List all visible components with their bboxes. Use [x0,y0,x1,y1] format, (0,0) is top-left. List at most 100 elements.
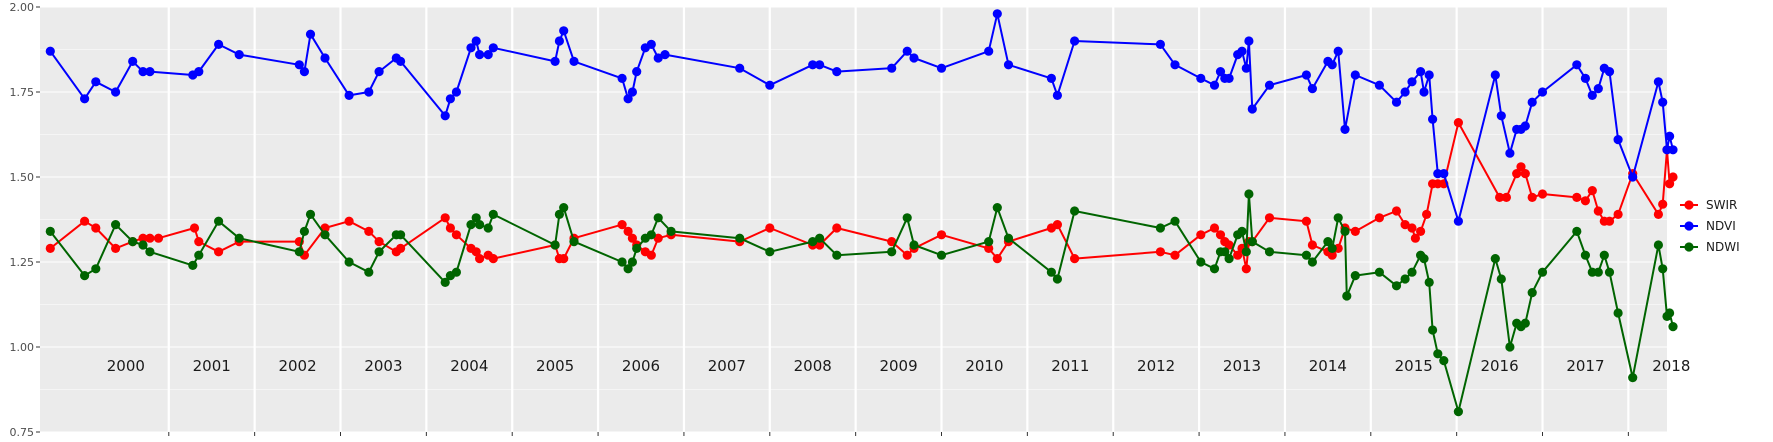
data-point-ndvi [1400,87,1410,97]
data-point-swir [1604,216,1615,226]
data-point-ndvi [451,87,461,97]
data-point-ndwi [554,209,565,219]
data-point-swir [471,247,481,257]
data-point-ndvi [1407,77,1417,87]
data-point-swir [1665,179,1675,189]
data-point-ndvi [440,111,450,121]
data-point-swir [1572,192,1582,202]
data-point-ndvi [396,56,406,66]
data-point-ndvi [1496,111,1506,121]
year-label: 2009 [879,357,917,375]
data-point-ndwi [91,264,101,274]
data-point-swir [1416,226,1426,236]
data-point-ndwi [188,260,198,270]
data-point-ndwi [992,203,1002,213]
data-point-ndvi [554,36,565,46]
data-point-ndvi [305,29,316,39]
year-label: 2001 [193,357,231,375]
data-point-ndwi [1527,288,1537,298]
legend: SWIR NDVI NDWI [1680,198,1740,254]
year-label: 2008 [794,357,832,375]
data-point-ndwi [1537,267,1548,277]
data-point-ndwi [632,243,642,253]
data-point-ndvi [475,50,485,60]
data-point-ndwi [627,257,638,267]
data-point-ndwi [735,233,745,243]
data-point-ndwi [374,247,384,257]
data-point-ndvi [909,53,919,63]
data-point-ndwi [1419,254,1429,264]
data-point-swir [1668,172,1678,182]
legend-label: NDVI [1706,219,1736,233]
data-point-ndwi [1052,274,1062,284]
data-point-ndwi [1453,407,1463,417]
data-point-ndvi [936,63,947,73]
data-point-ndvi [653,53,663,63]
data-point-ndwi [1244,189,1254,199]
data-point-ndwi [1424,277,1434,287]
data-point-ndvi [80,94,90,104]
series [45,9,1678,417]
data-point-ndvi [1439,169,1449,179]
year-label: 2011 [1051,357,1089,375]
data-point-ndvi [1340,124,1350,134]
data-point-ndvi [128,56,138,66]
data-point-ndvi [294,60,304,70]
data-point-swir [214,247,224,257]
data-point-ndvi [344,90,354,100]
data-point-ndvi [1046,73,1056,83]
year-label: 2016 [1480,357,1518,375]
data-point-swir [902,250,912,260]
data-point-ndvi [627,87,638,97]
year-label: 2013 [1223,357,1261,375]
data-point-ndwi [1003,233,1014,243]
year-label: 2007 [708,357,746,375]
data-point-swir [1196,230,1206,240]
series-ndwi [45,189,1678,417]
data-point-ndwi [466,220,476,230]
data-point-ndwi [111,220,121,230]
data-point-ndvi [1453,216,1463,226]
data-point-ndwi [1658,264,1668,274]
data-point-ndvi [992,9,1002,19]
data-point-ndwi [344,257,354,267]
data-point-ndvi [1209,80,1220,90]
data-point-ndwi [1428,325,1438,335]
data-point-ndwi [1433,349,1443,359]
year-label: 2017 [1566,357,1604,375]
data-point-ndvi [91,77,101,87]
data-point-ndvi [1070,36,1080,46]
data-point-ndwi [1400,274,1410,284]
data-point-ndwi [1196,257,1206,267]
data-point-swir [1658,199,1668,209]
data-point-swir [887,237,897,247]
data-point-ndwi [1350,271,1360,281]
year-label: 2015 [1395,357,1433,375]
data-point-ndwi [617,257,627,267]
data-point-swir [1327,250,1337,260]
data-point-ndvi [1490,70,1500,80]
data-point-swir [1580,196,1590,206]
data-point-ndwi [1407,267,1417,277]
data-point-swir [344,216,354,226]
data-point-ndwi [1340,226,1350,236]
data-point-swir [1264,213,1275,223]
data-point-swir [145,233,155,243]
data-point-ndwi [666,226,676,236]
data-point-ndvi [1391,97,1402,107]
data-point-ndwi [1593,267,1603,277]
data-point-swir [1587,186,1597,196]
data-point-ndvi [1572,60,1582,70]
data-point-ndwi [1307,257,1317,267]
data-point-ndwi [440,277,450,287]
data-point-ndwi [1342,291,1352,301]
data-point-ndwi [1333,213,1343,223]
data-point-swir [1301,216,1311,226]
data-point-ndvi [808,60,818,70]
data-point-ndvi [1244,36,1254,46]
data-point-swir [396,243,406,253]
data-point-ndwi [909,240,919,250]
data-point-ndvi [1537,87,1548,97]
data-point-ndvi [374,67,384,77]
data-point-swir [153,233,164,243]
